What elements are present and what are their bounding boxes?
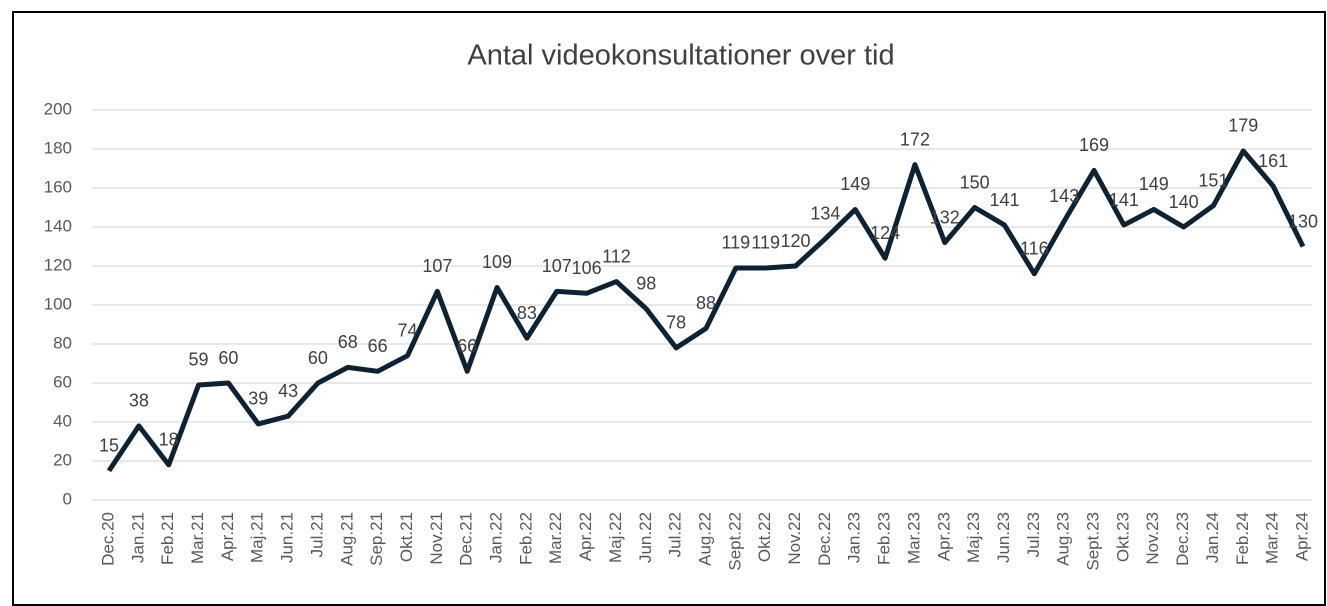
x-tick-label: Dec.21 [457, 512, 476, 566]
data-label: 83 [517, 303, 537, 323]
data-label: 60 [308, 348, 328, 368]
data-label: 78 [666, 313, 686, 333]
x-tick-label: Feb.21 [158, 512, 177, 565]
data-label: 143 [1049, 186, 1079, 206]
x-tick-label: Maj.21 [248, 512, 267, 563]
data-label: 134 [810, 203, 840, 223]
data-label: 68 [338, 332, 358, 352]
data-label: 109 [482, 252, 512, 272]
data-label: 98 [636, 274, 656, 294]
data-label: 161 [1258, 151, 1288, 171]
x-tick-label: Apr.24 [1292, 512, 1311, 561]
x-tick-label: Jul.23 [1024, 512, 1043, 557]
data-label: 107 [422, 256, 452, 276]
data-label: 179 [1228, 116, 1258, 136]
y-tick-label: 20 [53, 450, 72, 469]
data-label: 130 [1288, 211, 1318, 231]
data-label: 112 [602, 246, 631, 266]
y-tick-label: 40 [53, 411, 72, 430]
x-tick-label: Aug.21 [337, 512, 356, 566]
x-tick-label: Jan.23 [845, 512, 864, 563]
x-tick-label: Aug.23 [1054, 512, 1073, 566]
x-tick-label: Mar.24 [1263, 512, 1282, 564]
x-tick-label: Sep.21 [367, 512, 386, 566]
chart-title: Antal videokonsultationer over tid [467, 40, 894, 72]
data-label: 38 [129, 391, 149, 411]
x-tick-label: Okt.21 [397, 512, 416, 562]
data-label: 120 [781, 231, 811, 251]
y-tick-label: 0 [63, 489, 72, 508]
x-tick-label: Mar.21 [188, 512, 207, 564]
x-tick-label: Jan.22 [487, 512, 506, 563]
data-label: 119 [721, 233, 750, 253]
data-label: 150 [960, 172, 990, 192]
x-tick-label: Jan.24 [1203, 512, 1222, 563]
x-tick-label: Dec.23 [1173, 512, 1192, 566]
x-tick-label: Apr.21 [218, 512, 237, 561]
y-tick-label: 80 [53, 333, 72, 352]
x-tick-label: Okt.22 [755, 512, 774, 562]
y-tick-label: 140 [44, 216, 72, 235]
data-label: 124 [870, 223, 900, 243]
data-label: 43 [278, 381, 298, 401]
x-tick-label: Maj.22 [606, 512, 625, 563]
x-tick-label: Dec.22 [815, 512, 834, 566]
data-label: 88 [696, 293, 716, 313]
data-label: 116 [1020, 239, 1049, 259]
x-tick-label: Feb.24 [1233, 512, 1252, 565]
x-tick-label: Nov.21 [427, 512, 446, 565]
y-tick-label: 120 [44, 255, 72, 274]
data-label: 74 [397, 320, 417, 340]
y-tick-label: 160 [44, 177, 72, 196]
x-tick-label: Jun.21 [278, 512, 297, 563]
data-label: 141 [1109, 190, 1139, 210]
chart-frame [12, 11, 1326, 606]
data-label: 151 [1198, 170, 1228, 190]
y-tick-label: 200 [44, 99, 72, 118]
x-tick-label: Maj.23 [964, 512, 983, 563]
data-label: 66 [368, 336, 388, 356]
x-tick-label: Jul.22 [666, 512, 685, 557]
x-tick-label: Feb.22 [516, 512, 535, 565]
x-tick-label: Dec.20 [98, 512, 117, 566]
data-label: 132 [930, 207, 960, 227]
y-tick-label: 100 [44, 294, 72, 313]
data-label: 18 [159, 430, 179, 450]
x-tick-label: Sept.22 [725, 512, 744, 571]
y-tick-label: 180 [44, 138, 72, 157]
data-label: 119 [751, 233, 780, 253]
x-tick-label: Feb.23 [875, 512, 894, 565]
x-tick-label: Jan.21 [128, 512, 147, 563]
data-label: 39 [248, 389, 268, 409]
data-label: 149 [1139, 174, 1169, 194]
data-label: 59 [189, 350, 209, 370]
x-tick-label: Jun.22 [636, 512, 655, 563]
data-label: 172 [900, 129, 930, 149]
x-tick-label: Jun.23 [994, 512, 1013, 563]
data-label: 66 [457, 336, 477, 356]
x-tick-label: Jul.21 [307, 512, 326, 557]
x-tick-label: Mar.23 [904, 512, 923, 564]
x-tick-label: Sept.23 [1084, 512, 1103, 571]
x-tick-label: Apr.22 [576, 512, 595, 561]
data-label: 141 [989, 190, 1019, 210]
data-label: 107 [542, 256, 572, 276]
data-label: 169 [1079, 135, 1109, 155]
data-label: 140 [1169, 192, 1199, 212]
data-label: 60 [218, 348, 238, 368]
data-label: 149 [840, 174, 870, 194]
x-tick-label: Nov.23 [1143, 512, 1162, 565]
line [106, 148, 1306, 473]
data-label: 15 [99, 436, 119, 456]
x-tick-label: Aug.22 [695, 512, 714, 566]
x-tick-label: Apr.23 [934, 512, 953, 561]
x-tick-label: Nov.22 [785, 512, 804, 565]
x-tick-label: Okt.23 [1113, 512, 1132, 562]
x-tick-label: Mar.22 [546, 512, 565, 564]
data-label: 106 [572, 258, 602, 278]
y-tick-label: 60 [53, 372, 72, 391]
